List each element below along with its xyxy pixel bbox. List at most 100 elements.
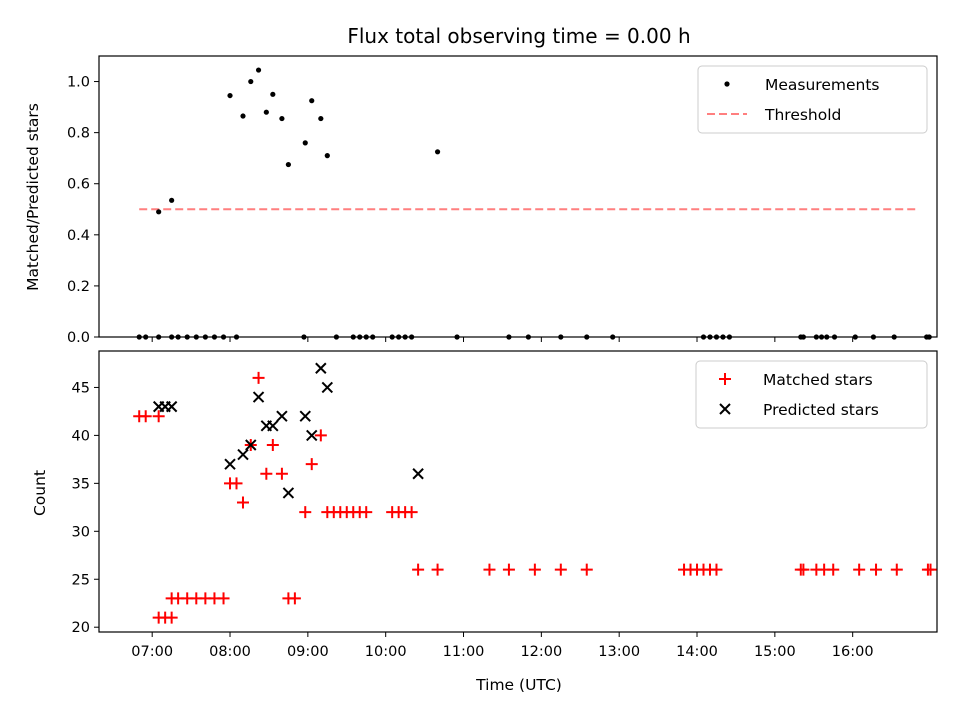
measurement-point (248, 78, 254, 85)
x-tick-label: 08:00 (209, 644, 251, 660)
matched-star-point (580, 563, 593, 576)
predicted-star-point (237, 448, 249, 461)
predicted-star-point (321, 381, 334, 394)
matched-star-point (139, 410, 152, 423)
measurement-point (202, 334, 208, 340)
matched-star-point (431, 563, 444, 576)
measurement-point (800, 334, 806, 340)
matched-star-point (360, 506, 373, 519)
predicted-star-point (299, 410, 311, 422)
bottom-axes: 20 25 30 35 40 45 07:00 08:00 09:00 10:00 11:00 12… (31, 350, 938, 694)
bottom-x-ticks: 07:00 08:00 09:00 10:00 11:00 12:00 13:00 14:00… (131, 632, 874, 660)
predicted-star-point (165, 400, 178, 413)
measurement-point (818, 334, 825, 340)
matched-star-point (305, 458, 318, 471)
matched-star-point (288, 592, 301, 605)
measurement-point (434, 149, 441, 155)
measurement-point (227, 92, 233, 99)
measurement-point (333, 334, 339, 340)
measurement-point (357, 334, 363, 340)
measurement-point (324, 153, 330, 159)
predicted-star-point (282, 487, 295, 499)
top-y-tick-label: 1.0 (67, 75, 90, 91)
measurement-point (350, 334, 356, 340)
measurement-point (700, 334, 707, 340)
matched-star-point (483, 563, 496, 576)
x-tick-label: 13:00 (598, 644, 640, 660)
measurement-point (255, 67, 262, 73)
bottom-legend: Matched stars Predicted stars (695, 360, 928, 429)
predicted-star-point (306, 429, 318, 442)
measurement-point (852, 334, 858, 340)
legend-measurements-marker (724, 81, 730, 87)
x-tick-label: 09:00 (287, 644, 329, 660)
matched-star-point (236, 496, 249, 509)
x-tick-label: 11:00 (443, 644, 485, 660)
matched-star-point (827, 563, 840, 576)
bottom-y-tick-label: 40 (72, 428, 90, 444)
measurement-point (220, 334, 227, 340)
predicted-star-point (245, 439, 257, 451)
predicted-star-point (267, 420, 279, 432)
chart-title: Flux total observing time = 0.00 h (347, 24, 690, 48)
x-axis-label: Time (UTC) (475, 676, 562, 694)
measurement-point (285, 161, 291, 168)
predicted-star-point (412, 468, 424, 480)
x-tick-label: 12:00 (520, 644, 562, 660)
bottom-plot-frame (98, 350, 938, 633)
matched-star-point (502, 563, 515, 576)
measurement-point (175, 334, 181, 340)
top-y-tick-label: 0.8 (67, 126, 90, 142)
measurement-point (454, 334, 460, 340)
measurement-point (713, 334, 720, 340)
top-axes: 0.0 0.2 0.4 0.6 0.8 1.0 Matched/Predicted sta… (24, 55, 938, 346)
predicted-star-point (224, 458, 236, 470)
measurement-point (318, 115, 324, 122)
matched-star-point (797, 563, 810, 576)
top-plot-frame (98, 55, 938, 338)
measurement-point (396, 334, 402, 340)
measurement-point (610, 334, 616, 340)
matched-star-point (252, 371, 265, 384)
legend-matched-marker (719, 373, 731, 385)
bottom-y-ticks: 20 25 30 35 40 45 (72, 380, 99, 636)
measurement-point (184, 334, 190, 340)
bottom-y-tick-label: 45 (72, 380, 90, 396)
bottom-y-axis-label: Count (31, 470, 49, 516)
measurement-point (506, 334, 512, 340)
matched-star-point (266, 438, 279, 451)
matched-star-point (314, 429, 327, 442)
matched-star-point (405, 506, 418, 519)
measurement-point (270, 91, 276, 97)
measurement-point (389, 334, 395, 340)
measurement-point (707, 334, 713, 340)
measurement-point (156, 334, 162, 340)
predicted-star-point (315, 362, 327, 374)
matched-star-points (133, 371, 937, 624)
predicted-star-points (152, 362, 424, 499)
top-legend-box (697, 65, 928, 134)
measurement-point (824, 334, 830, 340)
x-tick-label: 15:00 (754, 644, 796, 660)
measurement-point (726, 334, 733, 340)
legend-threshold-label: Threshold (764, 106, 841, 124)
measurement-point (169, 197, 175, 203)
bottom-legend-box (695, 360, 928, 429)
measurement-point (143, 334, 149, 340)
top-x-tickmarks (151, 337, 854, 342)
legend-predicted-marker (719, 403, 731, 415)
matched-star-point (924, 563, 937, 576)
legend-measurements-label: Measurements (765, 76, 880, 94)
predicted-star-point (252, 391, 265, 403)
measurement-point (263, 109, 269, 115)
measurement-point (301, 334, 307, 340)
measurement-point (891, 334, 897, 340)
measurement-point (926, 334, 932, 340)
measurement-point (402, 334, 408, 340)
matched-star-point (870, 563, 883, 576)
measurement-point (558, 334, 564, 340)
measurement-point (831, 334, 838, 340)
top-legend: Measurements Threshold (697, 65, 928, 134)
bottom-y-tick-label: 20 (72, 620, 90, 636)
